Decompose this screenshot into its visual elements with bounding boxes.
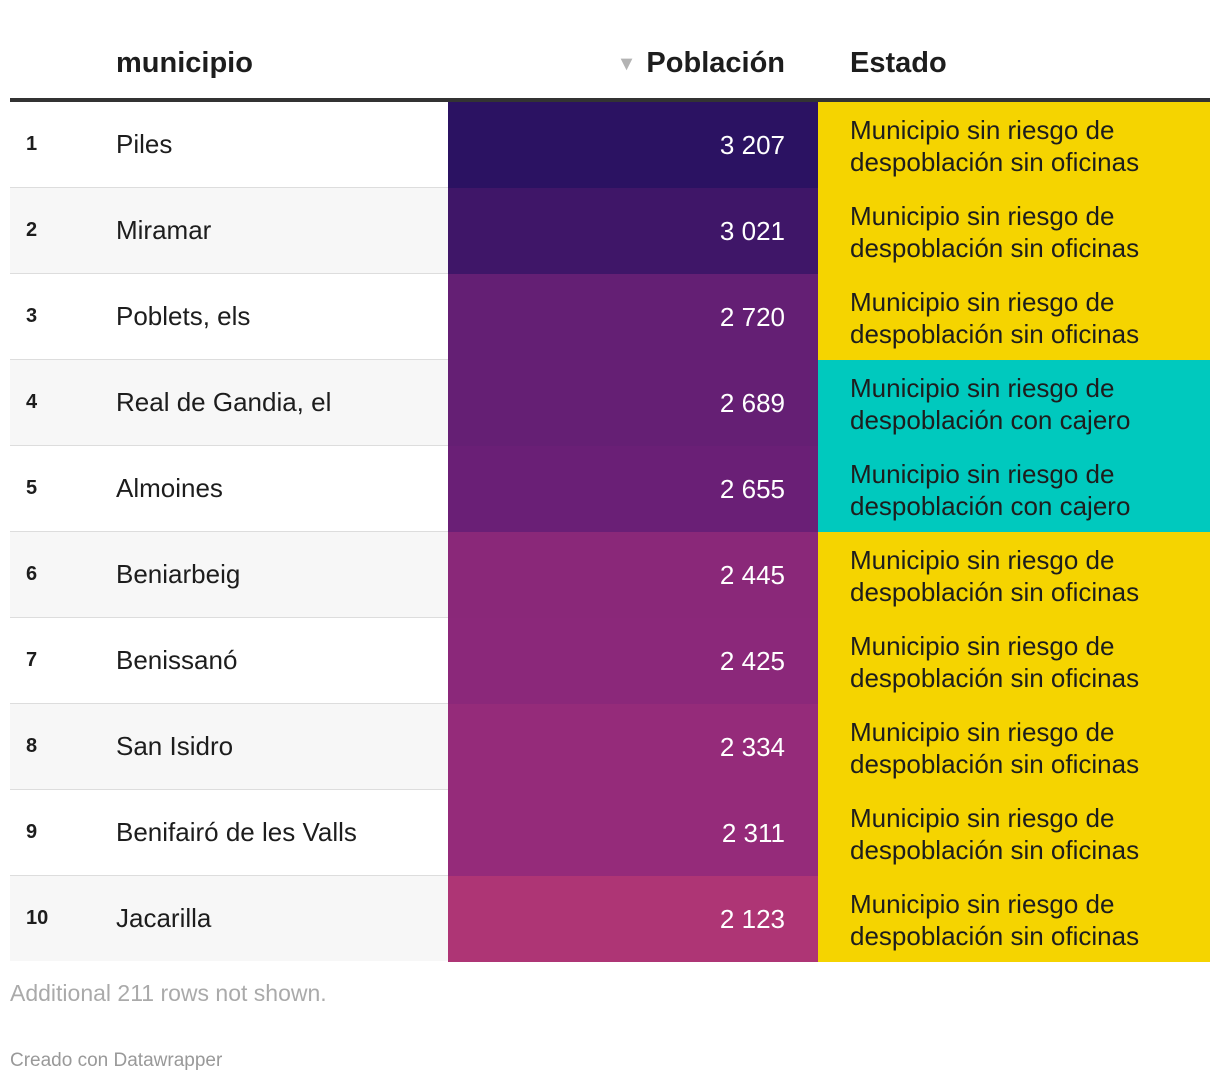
row-background	[10, 446, 448, 531]
table-row: 10 Jacarilla 2 123 Municipio sin riesgo de …	[10, 876, 1210, 962]
row-background	[10, 274, 448, 359]
row-divider	[10, 359, 448, 360]
cell-estado: Municipio sin riesgo de despoblación sin…	[818, 532, 1210, 618]
table-row: 4 Real de Gandia, el 2 689 Municipio sin ri…	[10, 360, 1210, 446]
data-table: municipio ▼ Población Estado 1 Piles 3 207 M…	[10, 0, 1210, 962]
row-rank: 9	[26, 821, 38, 843]
rows-not-shown-note: Additional 211 rows not shown.	[10, 980, 327, 1006]
table-row: 8 San Isidro 2 334 Municipio sin riesgo de …	[10, 704, 1210, 790]
row-divider	[10, 273, 448, 274]
row-background	[10, 532, 448, 617]
row-background	[10, 618, 448, 703]
row-rank: 3	[26, 305, 38, 327]
row-divider	[10, 617, 448, 618]
row-divider	[10, 187, 448, 188]
cell-poblacion: 2 123	[448, 876, 818, 962]
cell-municipio: Benissanó	[116, 645, 238, 675]
column-header-poblacion-label: Población	[646, 47, 785, 79]
table-row: 6 Beniarbeig 2 445 Municipio sin riesgo de …	[10, 532, 1210, 618]
cell-municipio: Poblets, els	[116, 301, 251, 331]
cell-municipio: Miramar	[116, 215, 212, 245]
cell-poblacion: 2 334	[448, 704, 818, 790]
cell-poblacion: 3 207	[448, 102, 818, 188]
cell-estado: Municipio sin riesgo de despoblación sin…	[818, 790, 1210, 876]
cell-estado: Municipio sin riesgo de despoblación sin…	[818, 618, 1210, 704]
cell-poblacion: 2 689	[448, 360, 818, 446]
cell-estado: Municipio sin riesgo de despoblación sin…	[818, 274, 1210, 360]
cell-estado: Municipio sin riesgo de despoblación sin…	[818, 102, 1210, 188]
row-divider	[10, 531, 448, 532]
cell-estado: Municipio sin riesgo de despoblación con…	[818, 360, 1210, 446]
cell-municipio: Jacarilla	[116, 903, 212, 933]
cell-estado: Municipio sin riesgo de despoblación con…	[818, 446, 1210, 532]
row-rank: 2	[26, 219, 38, 241]
cell-estado: Municipio sin riesgo de despoblación sin…	[818, 876, 1210, 962]
row-rank: 5	[26, 477, 38, 499]
datawrapper-credit: Creado con Datawrapper	[10, 1050, 223, 1071]
cell-poblacion: 2 445	[448, 532, 818, 618]
cell-municipio: San Isidro	[116, 731, 234, 761]
row-background	[10, 876, 448, 961]
table-row: 5 Almoines 2 655 Municipio sin riesgo de de…	[10, 446, 1210, 532]
cell-estado: Municipio sin riesgo de despoblación sin…	[818, 188, 1210, 274]
table-header: municipio ▼ Población Estado	[10, 0, 1210, 102]
cell-poblacion: 3 021	[448, 188, 818, 274]
sort-descending-icon: ▼	[616, 53, 637, 75]
column-header-estado[interactable]: Estado	[850, 47, 947, 79]
row-divider	[10, 875, 448, 876]
row-divider	[10, 789, 448, 790]
cell-municipio: Real de Gandia, el	[116, 387, 332, 417]
cell-estado: Municipio sin riesgo de despoblación sin…	[818, 704, 1210, 790]
row-background	[10, 102, 448, 187]
row-rank: 6	[26, 563, 38, 585]
row-divider	[10, 703, 448, 704]
cell-municipio: Piles	[116, 129, 173, 159]
table-row: 1 Piles 3 207 Municipio sin riesgo de despo…	[10, 102, 1210, 188]
row-rank: 8	[26, 735, 38, 757]
row-rank: 7	[26, 649, 38, 671]
table-row: 3 Poblets, els 2 720 Municipio sin riesgo d…	[10, 274, 1210, 360]
table-row: 9 Benifairó de les Valls 2 311 Municipio si…	[10, 790, 1210, 876]
cell-municipio: Almoines	[116, 473, 223, 503]
cell-poblacion: 2 655	[448, 446, 818, 532]
row-background	[10, 188, 448, 273]
row-background	[10, 790, 448, 875]
cell-municipio: Benifairó de les Valls	[116, 817, 357, 847]
cell-poblacion: 2 311	[448, 790, 818, 876]
table-body: 1 Piles 3 207 Municipio sin riesgo de despo…	[10, 102, 1210, 962]
column-header-municipio[interactable]: municipio	[116, 47, 253, 79]
column-header-poblacion[interactable]: ▼ Población	[617, 44, 785, 83]
row-divider	[10, 445, 448, 446]
row-background	[10, 360, 448, 445]
row-background	[10, 704, 448, 789]
row-rank: 4	[26, 391, 38, 413]
row-rank: 1	[26, 133, 38, 155]
cell-poblacion: 2 425	[448, 618, 818, 704]
cell-municipio: Beniarbeig	[116, 559, 241, 589]
cell-poblacion: 2 720	[448, 274, 818, 360]
row-rank: 10	[26, 907, 49, 929]
table-row: 2 Miramar 3 021 Municipio sin riesgo de des…	[10, 188, 1210, 274]
table-row: 7 Benissanó 2 425 Municipio sin riesgo de d…	[10, 618, 1210, 704]
